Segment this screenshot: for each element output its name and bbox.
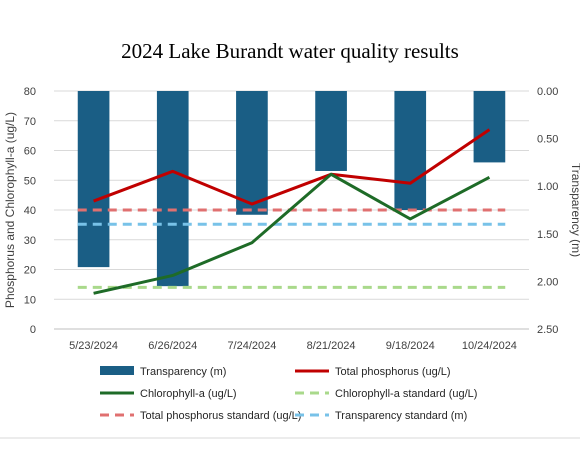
y-tick-label-right: 2.00: [537, 276, 558, 288]
axes: 0 10 20 30 40 50 60 70 80 0.00 0.50 1.00 1.50 2.00 2.5…: [24, 86, 559, 352]
legend-label: Chlorophyll-a standard (ug/L): [335, 388, 477, 400]
bar: [236, 91, 268, 215]
y-tick-label-left: 20: [24, 265, 36, 277]
y-tick-label-right: 0.00: [537, 86, 558, 98]
bar: [77, 91, 110, 268]
bar: [394, 91, 427, 210]
legend-item: Chlorophyll-a (ug/L): [100, 388, 237, 400]
bar: [156, 91, 189, 287]
legend: Transparency (m) Total phosphorus (ug/L) C…: [100, 366, 477, 422]
x-tick-label: 8/21/2024: [307, 340, 356, 352]
legend-item: Total phosphorus (ug/L): [295, 366, 451, 378]
legend-item: Transparency standard (m): [295, 410, 467, 422]
y-tick-label-left: 50: [24, 175, 36, 187]
transparency-bars: [77, 91, 506, 287]
y-tick-label-left: 80: [24, 86, 36, 98]
x-tick-label: 10/24/2024: [462, 340, 517, 352]
y-tick-label-left: 30: [24, 235, 36, 247]
y-tick-label-right: 2.50: [537, 324, 558, 336]
legend-label: Chlorophyll-a (ug/L): [140, 388, 237, 400]
y-axis-label-left: Phosphorus and Chlorophyll-a (ug/L): [3, 112, 17, 308]
series-line: [93, 172, 491, 295]
x-tick-label: 9/18/2024: [386, 340, 435, 352]
y-tick-label-left: 60: [24, 146, 36, 158]
legend-label: Transparency (m): [140, 366, 226, 378]
x-tick-label: 5/23/2024: [69, 340, 118, 352]
bar: [315, 91, 347, 171]
y-axis-label-right: Transparency (m): [569, 163, 580, 257]
bar: [473, 91, 506, 163]
legend-label: Total phosphorus (ug/L): [335, 366, 451, 378]
legend-item: Chlorophyll-a standard (ug/L): [295, 388, 477, 400]
y-tick-label-right: 1.00: [537, 181, 558, 193]
legend-label: Total phosphorus standard (ug/L): [140, 410, 301, 422]
y-tick-label-right: 1.50: [537, 229, 558, 241]
y-tick-label-left: 40: [24, 205, 36, 217]
y-tick-label-left: 0: [30, 324, 36, 336]
series-line: [93, 128, 491, 206]
chart-title: 2024 Lake Burandt water quality results: [121, 39, 459, 63]
x-tick-label: 6/26/2024: [148, 340, 197, 352]
legend-label: Transparency standard (m): [335, 410, 467, 422]
y-tick-label-left: 70: [24, 116, 36, 128]
gridlines: [54, 90, 529, 330]
legend-item: Total phosphorus standard (ug/L): [100, 410, 301, 422]
legend-item: Transparency (m): [100, 366, 226, 378]
y-tick-label-left: 10: [24, 294, 36, 306]
legend-swatch-bar: [100, 366, 134, 375]
data-lines: [93, 128, 491, 295]
x-tick-label: 7/24/2024: [227, 340, 276, 352]
y-tick-label-right: 0.50: [537, 134, 558, 146]
